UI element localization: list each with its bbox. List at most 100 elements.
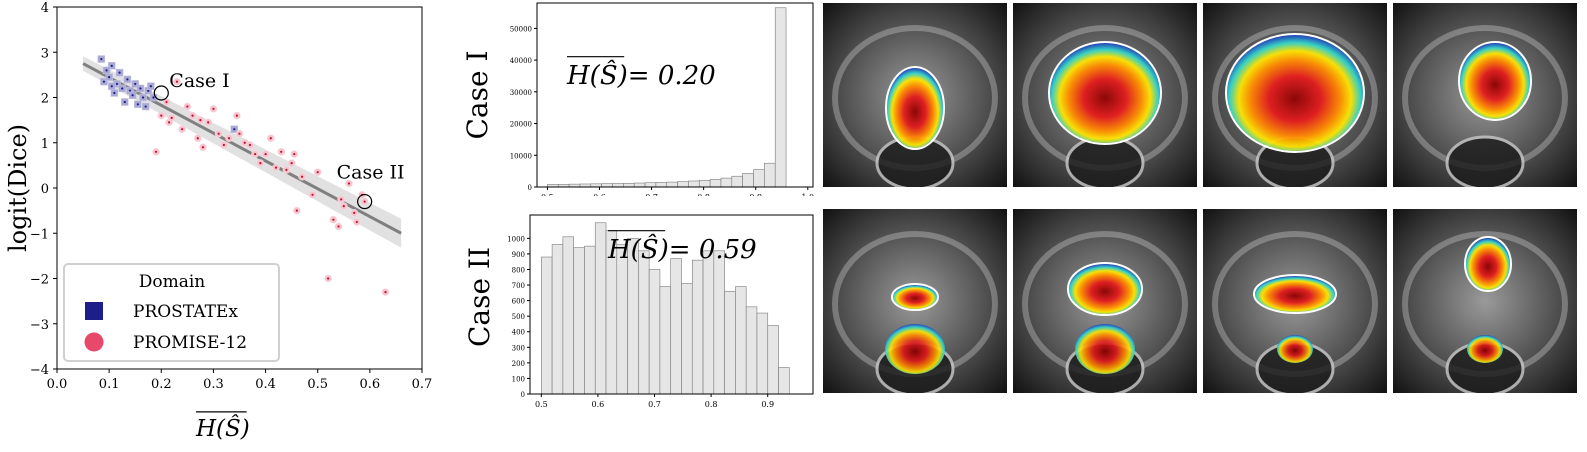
histogram-bar [767, 325, 779, 395]
y-tick-label: −1 [30, 227, 49, 242]
scatter-point-promise-center [280, 150, 283, 153]
mri-image [823, 209, 1007, 393]
hist-y-tick-label: 20000 [510, 121, 532, 129]
scatter-point-promise-center [199, 119, 202, 122]
histogram-bar [731, 175, 743, 188]
y-tick-label: 3 [41, 46, 49, 61]
histogram-bar [633, 182, 646, 188]
scatter-point-prostatex-center [105, 69, 108, 72]
histogram-bar [594, 222, 607, 395]
scatter-point-prostatex-center [147, 89, 150, 92]
hist-x-tick-label: 0.5 [535, 400, 548, 409]
scatter-point-promise-center [274, 166, 278, 169]
scatter-point-prostatex-center [123, 100, 126, 104]
mri-rectum [1445, 135, 1525, 187]
hist-y-tick-label: 700 [512, 282, 525, 290]
mri-scan-row2-col1 [823, 209, 1007, 393]
annotation-case-1: Case I [169, 70, 229, 92]
y-axis-label: logit(Dice) [4, 124, 32, 252]
scatter-point-prostatex-center [144, 105, 147, 108]
histogram-bar [638, 250, 650, 395]
hist-x-tick-label: 0.6 [593, 193, 606, 196]
scatter-point-promise-center [181, 128, 184, 131]
histogram-bar [541, 256, 553, 395]
legend: Domain PROSTATEx PROMISE-12 [63, 263, 280, 362]
scatter-point-promise-center [293, 152, 296, 156]
histogram-bar [655, 182, 668, 188]
scatter-point-promise-center [222, 143, 225, 147]
histogram-case-2: 0.5 0.6 0.7 0.8 0.9 0 100 200 300 400 500 600 700 800… [450, 205, 820, 410]
hist-x-tick-label: 0.5 [541, 193, 554, 196]
hist-y-tick-label: 800 [512, 266, 525, 274]
hist-y-tick-label: 50000 [510, 25, 532, 33]
hist-y-tick-label: 100 [512, 375, 525, 383]
hist-y-tick-label: 600 [512, 298, 525, 306]
uncertainty-heatmap-secondary [1075, 324, 1135, 374]
histogram-axes-frame [529, 214, 814, 395]
scatter-point-prostatex-center [128, 89, 132, 92]
uncertainty-heatmap [1255, 276, 1335, 312]
scatter-panel: Case I Case II 0.0 0.1 0.2 0.3 0.4 0.5 0.6 0.7 4 3 2… [0, 0, 440, 448]
histogram-bar [659, 286, 672, 395]
legend-box [63, 263, 280, 362]
hist-y-tick-label: 900 [512, 251, 525, 259]
mri-scan-row2-col3 [1203, 209, 1387, 393]
hist-y-tick-label: 0 [521, 391, 525, 399]
segmentation-contour [1048, 41, 1162, 145]
hist-y-tick-label: 500 [512, 313, 525, 321]
x-tick-label: 0.0 [47, 377, 68, 392]
histogram-bar [551, 244, 564, 395]
segmentation-contour [1464, 236, 1512, 292]
scatter-point-promise-center [207, 121, 210, 124]
histogram-case-1: 0.5 0.6 0.7 0.8 0.9 1.0 0 10000 20000 30000 40000 5… [450, 0, 820, 202]
scatter-point-promise-center [186, 105, 189, 108]
scatter-point-promise-center [295, 209, 298, 212]
legend-swatch-promise [84, 332, 104, 352]
scatter-point-promise-center [154, 150, 158, 153]
hist-x-tick-label: 0.7 [645, 193, 658, 196]
x-axis-label: H(Ŝ) [195, 415, 250, 442]
hist-y-tick-label: 1000 [507, 235, 525, 243]
scatter-point-promise-center [201, 146, 205, 149]
scatter-point-prostatex-center [134, 82, 137, 86]
hist-x-tick-label: 0.8 [697, 193, 710, 196]
histogram-axes-frame [536, 2, 814, 188]
uncertainty-heatmap-secondary [1467, 335, 1503, 363]
histogram-bar [573, 247, 585, 395]
hist-y-tick-label: 10000 [510, 152, 532, 160]
legend-label-promise: PROMISE-12 [133, 333, 247, 353]
case-marker-circle [153, 85, 169, 101]
row-label: Case I [461, 50, 494, 139]
histogram-bar [720, 177, 733, 188]
histogram-bar [698, 180, 711, 188]
histogram-bar [702, 250, 715, 395]
hist-x-tick-label: 0.8 [705, 400, 718, 409]
y-tick-label: 2 [41, 92, 49, 107]
histogram-bar [774, 7, 787, 188]
y-tick-label: −4 [30, 363, 49, 378]
hist-y-tick-label: 200 [512, 360, 525, 368]
mri-scan-row1-col4 [1393, 3, 1577, 187]
scatter-point-prostatex-center [102, 80, 106, 83]
scatter-point-promise-center [337, 225, 340, 228]
scatter-point-promise-center [212, 107, 215, 110]
legend-label-prostatex: PROSTATEx [133, 302, 238, 322]
scatter-point-prostatex-center [118, 71, 121, 74]
segmentation-contour [1253, 274, 1337, 314]
x-tick-label: 0.6 [360, 377, 381, 392]
hist-y-tick-label: 400 [512, 329, 525, 337]
x-tick-label: 0.5 [307, 377, 328, 392]
scatter-point-prostatex-center [149, 85, 152, 88]
scatter-point-promise-center [353, 211, 356, 214]
segmentation-contour [1458, 41, 1532, 121]
histogram-bar [745, 306, 758, 395]
scatter-point-prostatex-center [136, 103, 139, 106]
scatter-point-promise-center [342, 205, 345, 208]
scatter-point-promise-center [264, 152, 267, 156]
hist-x-tick-label: 0.9 [749, 193, 762, 196]
histogram-case-1-chart: 0.5 0.6 0.7 0.8 0.9 1.0 0 10000 20000 30000 40000 5… [461, 2, 814, 202]
histogram-entropy-annotation: H(Ŝ)= 0.20 [566, 59, 716, 91]
legend-title: Domain [139, 272, 206, 292]
scatter-point-promise-center [248, 143, 252, 147]
y-tick-label: −2 [30, 273, 49, 288]
